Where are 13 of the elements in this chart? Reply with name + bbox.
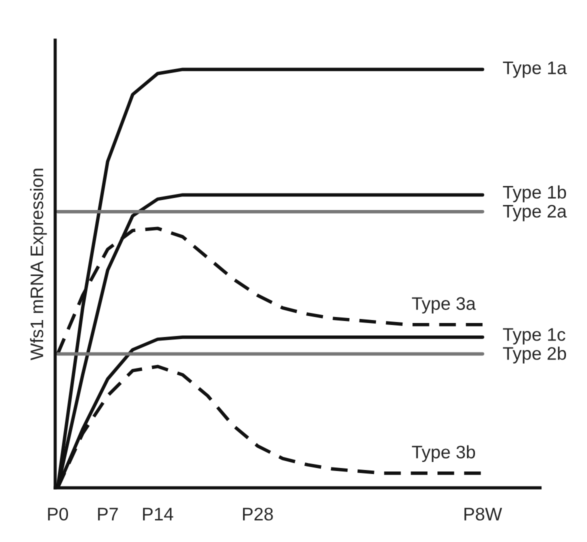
series-label: Type 3b bbox=[412, 445, 476, 462]
series-label: Type 3a bbox=[412, 297, 476, 314]
y-axis-title: Wfs1 mRNA Expression bbox=[30, 168, 47, 360]
x-tick-label: P7 bbox=[98, 508, 118, 520]
series-label: Type 2a bbox=[502, 204, 567, 222]
x-tick-label: P8W bbox=[464, 508, 502, 521]
x-tick-label: P14 bbox=[143, 508, 174, 520]
series-label: Type 1c bbox=[502, 328, 566, 344]
x-tick-label: P28 bbox=[243, 508, 273, 521]
series-label: Type 1b bbox=[502, 185, 566, 202]
series-label: Type 1a bbox=[502, 62, 567, 78]
series-label: Type 2b bbox=[502, 346, 566, 364]
x-tick-label: P0 bbox=[48, 508, 68, 521]
